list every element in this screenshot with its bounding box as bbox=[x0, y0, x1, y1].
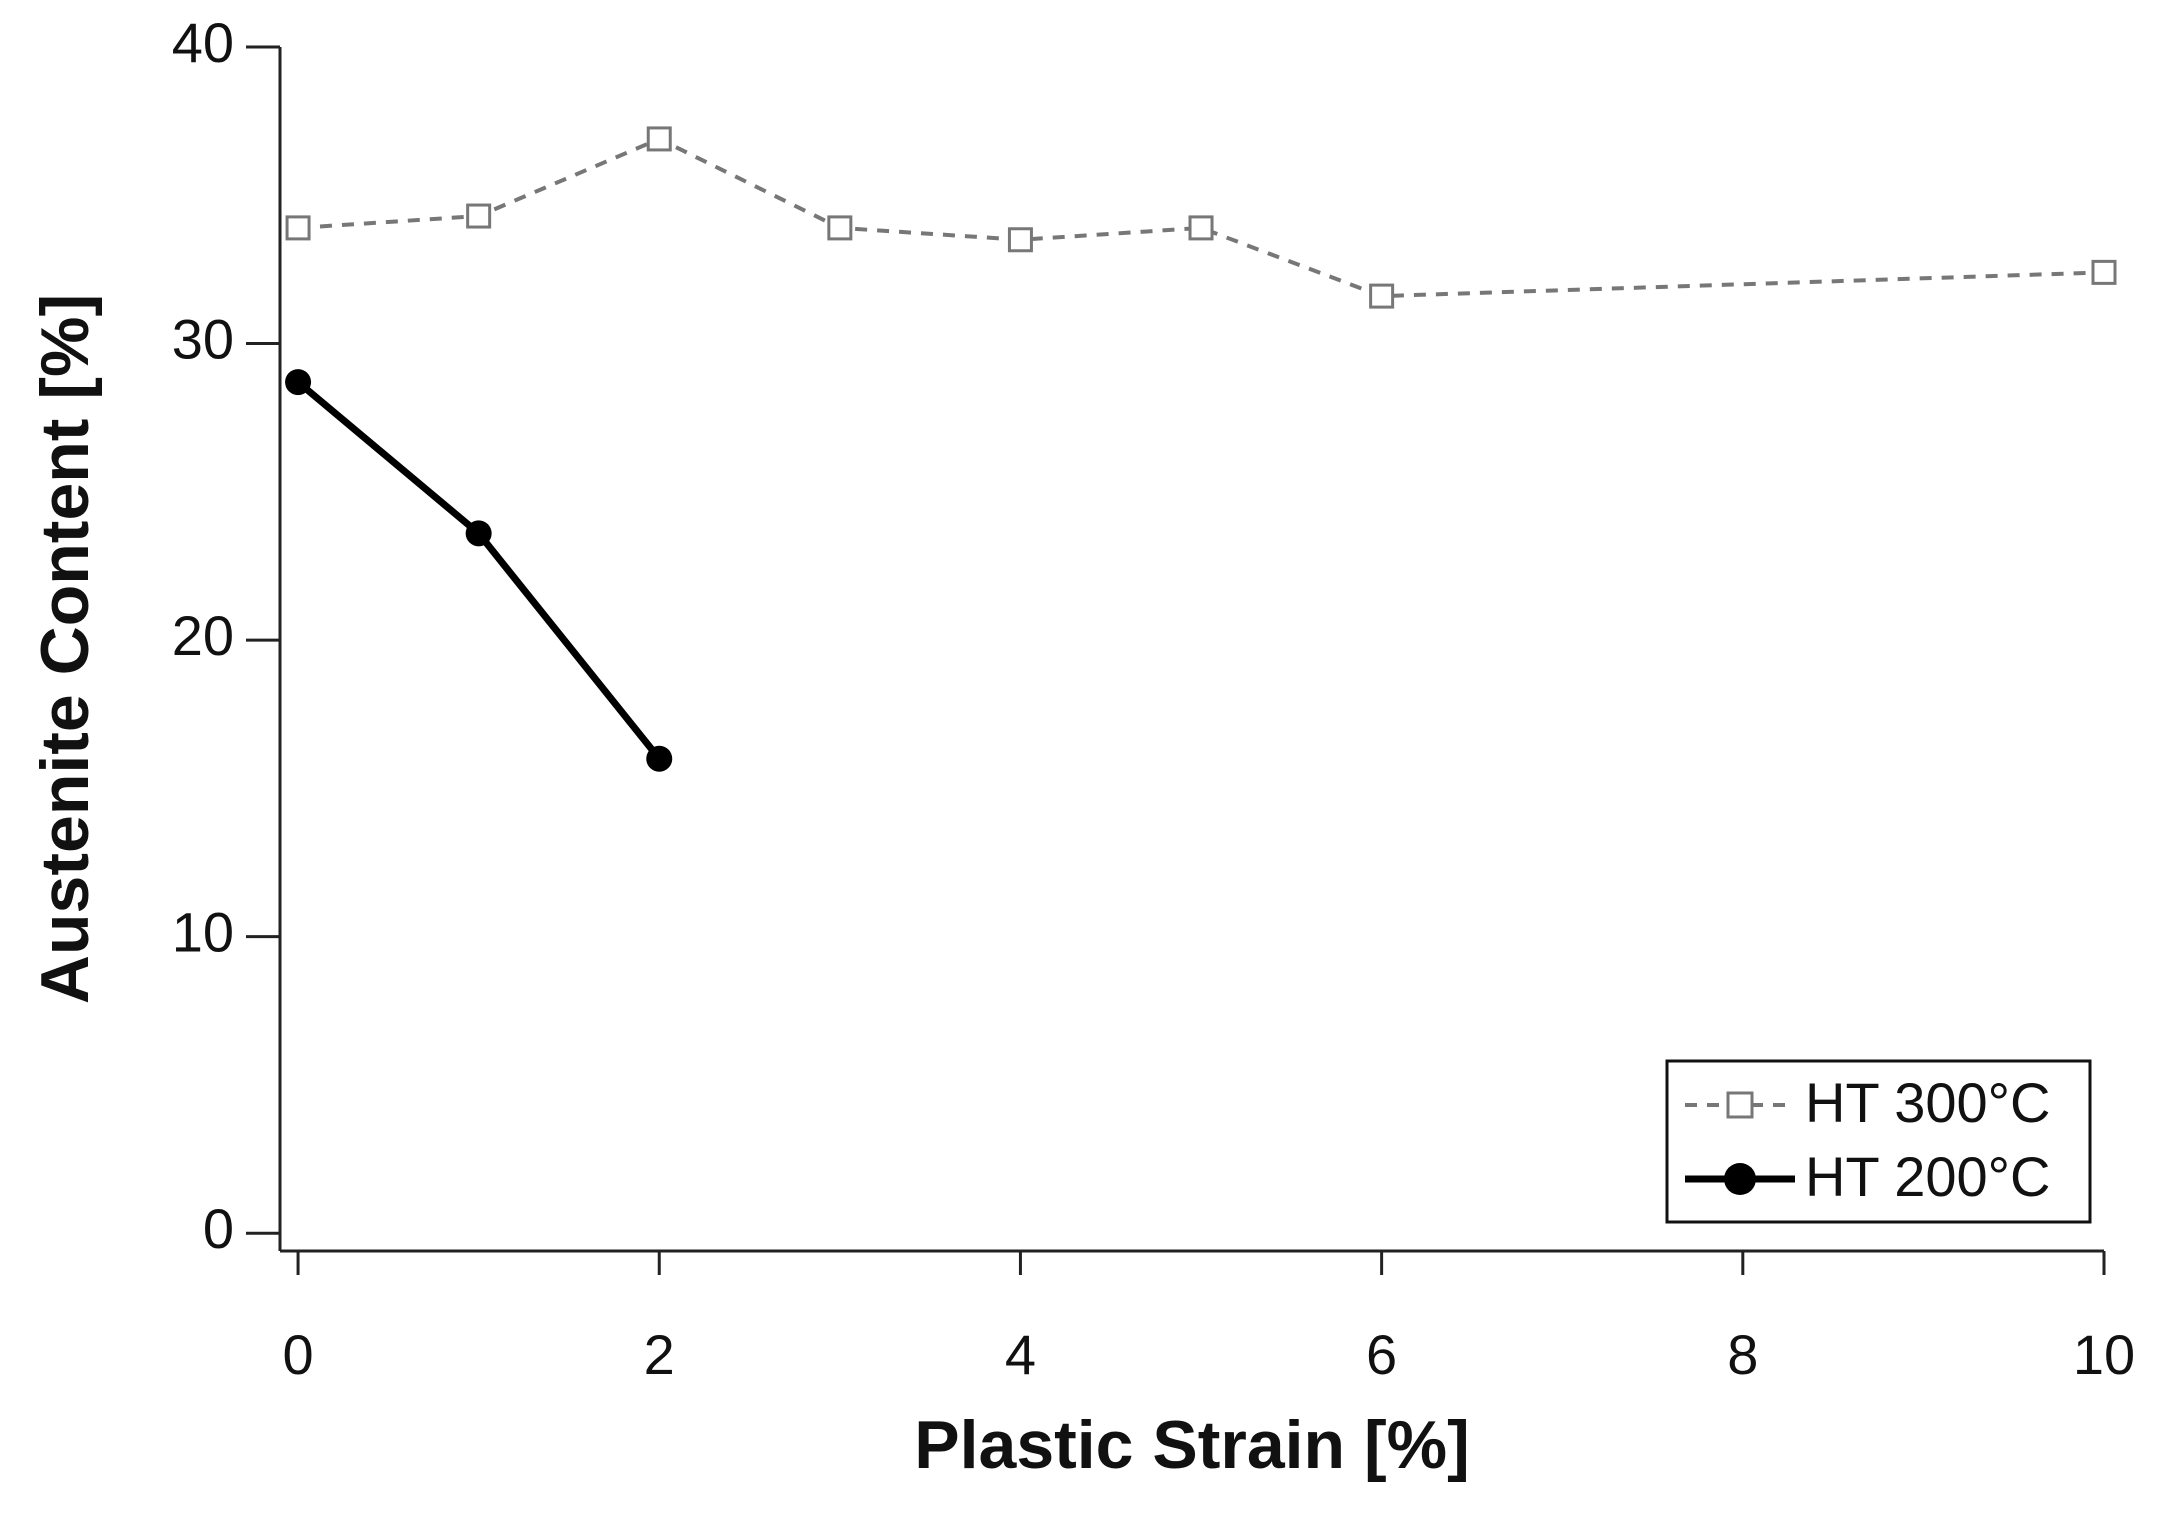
y-tick-label: 10 bbox=[172, 900, 234, 963]
y-axis-title: Austenite Content [%] bbox=[27, 294, 103, 1004]
point bbox=[285, 215, 311, 241]
legend-label: HT 200°C bbox=[1805, 1145, 2050, 1208]
point bbox=[466, 203, 492, 229]
x-axis-title: Plastic Strain [%] bbox=[914, 1407, 1470, 1483]
legend-box bbox=[1665, 1059, 2092, 1224]
legend-marker bbox=[1726, 1091, 1754, 1119]
y-tick-label: 40 bbox=[172, 11, 234, 74]
series-line bbox=[297, 136, 2105, 299]
y-tick-label: 20 bbox=[172, 604, 234, 667]
point-square bbox=[285, 215, 311, 241]
x-tick-label: 10 bbox=[2073, 1323, 2135, 1386]
point-square bbox=[1369, 283, 1395, 309]
point-square bbox=[2091, 259, 2117, 285]
legend-marker bbox=[1724, 1163, 1756, 1195]
point bbox=[1188, 215, 1214, 241]
series-line bbox=[295, 379, 662, 761]
x-tick-label: 4 bbox=[1005, 1323, 1036, 1386]
x-tick-label: 0 bbox=[282, 1323, 313, 1386]
point bbox=[285, 369, 312, 396]
legend: HT 300°C HT 200°C bbox=[1665, 1059, 2092, 1224]
point bbox=[827, 215, 853, 241]
y-tick-label: 30 bbox=[172, 307, 234, 370]
point bbox=[2091, 259, 2117, 285]
y-tick-label: 0 bbox=[203, 1197, 234, 1260]
point bbox=[646, 745, 673, 772]
legend-label: HT 300°C bbox=[1805, 1071, 2050, 1134]
point bbox=[465, 520, 492, 547]
point-square bbox=[1007, 227, 1033, 253]
point bbox=[1007, 227, 1033, 253]
x-tick-label: 6 bbox=[1366, 1323, 1397, 1386]
point-square bbox=[466, 203, 492, 229]
x-tick-label: 8 bbox=[1727, 1323, 1758, 1386]
point-square bbox=[646, 126, 672, 152]
x-tick-label: 2 bbox=[644, 1323, 675, 1386]
point bbox=[646, 126, 672, 152]
point-square bbox=[1188, 215, 1214, 241]
point bbox=[1369, 283, 1395, 309]
point-square bbox=[827, 215, 853, 241]
